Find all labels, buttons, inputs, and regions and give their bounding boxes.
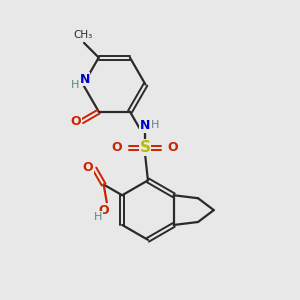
Text: N: N [140, 119, 150, 132]
Text: O: O [71, 115, 81, 128]
Text: H: H [70, 80, 79, 90]
Text: N: N [80, 73, 90, 86]
Text: S: S [140, 140, 150, 155]
Text: O: O [112, 141, 122, 154]
Text: H: H [94, 212, 102, 222]
Text: CH₃: CH₃ [73, 29, 92, 40]
Text: O: O [168, 141, 178, 154]
Text: H: H [151, 120, 159, 130]
Text: O: O [99, 204, 109, 217]
Text: O: O [82, 160, 93, 174]
